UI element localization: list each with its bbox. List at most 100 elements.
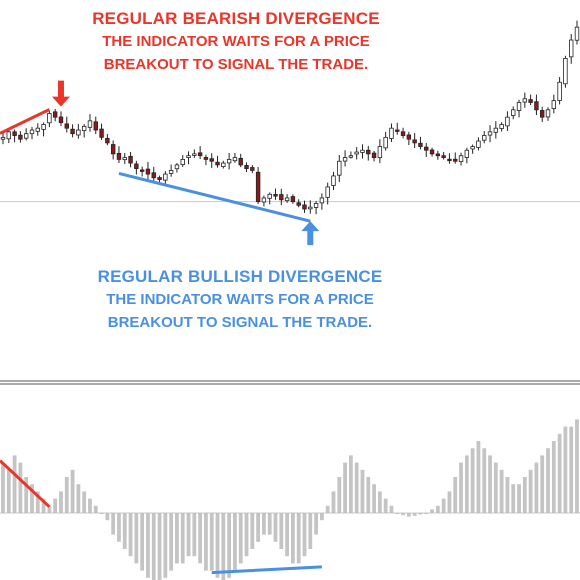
histogram-bar bbox=[279, 513, 284, 549]
candle-body-down bbox=[273, 194, 278, 197]
histogram-bar bbox=[383, 498, 388, 513]
candle-body-up bbox=[232, 157, 238, 162]
candle bbox=[250, 164, 255, 174]
histogram-bar bbox=[1, 462, 5, 513]
candle-body-down bbox=[534, 101, 539, 111]
candle bbox=[360, 144, 365, 159]
histogram-bar bbox=[430, 509, 434, 513]
candle-body-down bbox=[418, 142, 423, 147]
candle bbox=[569, 34, 574, 64]
histogram-bar bbox=[70, 469, 75, 513]
histogram-bar bbox=[24, 477, 29, 513]
candle-body-down bbox=[453, 158, 458, 162]
bearish-divergence-annotation: REGULAR BEARISH DIVERGENCE THE INDICATOR… bbox=[66, 9, 406, 75]
candle bbox=[180, 155, 185, 167]
histogram-bar bbox=[227, 513, 232, 578]
histogram-bar bbox=[453, 477, 458, 513]
candle bbox=[453, 152, 458, 164]
candle-body-down bbox=[157, 177, 162, 180]
candle-body-down bbox=[429, 149, 435, 155]
histogram-bar bbox=[157, 513, 162, 580]
price-divergence-lines bbox=[0, 108, 311, 223]
histogram-bar bbox=[134, 513, 139, 564]
histogram-bar bbox=[412, 513, 417, 516]
histogram-bar bbox=[59, 491, 63, 513]
candle-body-down bbox=[99, 128, 104, 138]
candle bbox=[522, 92, 528, 108]
oscillator-divergence-lines bbox=[0, 459, 322, 575]
histogram-bar bbox=[221, 513, 226, 580]
candle-body-up bbox=[522, 98, 528, 103]
candle bbox=[168, 164, 174, 177]
candle bbox=[70, 124, 75, 138]
histogram-bar bbox=[76, 484, 81, 513]
candle bbox=[105, 134, 110, 146]
bullish-divergence-title: REGULAR BULLISH DIVERGENCE bbox=[97, 267, 383, 286]
candle-body-down bbox=[400, 131, 406, 136]
histogram-bar bbox=[290, 513, 295, 564]
oscillator-histogram bbox=[1, 419, 579, 580]
candle bbox=[238, 153, 243, 168]
candle-body-up bbox=[81, 125, 87, 131]
candle-body-down bbox=[244, 165, 249, 169]
candle-body-down bbox=[64, 123, 69, 129]
candle-body-up bbox=[0, 136, 6, 140]
histogram-bar bbox=[163, 513, 168, 578]
candle bbox=[435, 150, 441, 160]
candle-body-up bbox=[383, 136, 388, 149]
candle-body-up bbox=[389, 127, 394, 139]
candle-body-down bbox=[110, 144, 116, 155]
candle bbox=[139, 166, 145, 177]
candle bbox=[557, 77, 562, 105]
candle-body-down bbox=[447, 158, 452, 162]
histogram-bar bbox=[395, 513, 400, 514]
candle-body-up bbox=[348, 155, 354, 158]
candle bbox=[348, 151, 354, 159]
candle bbox=[163, 171, 168, 185]
histogram-bar bbox=[273, 513, 278, 542]
histogram-bar bbox=[128, 513, 133, 557]
candle-body-down bbox=[395, 129, 400, 132]
candle bbox=[406, 131, 412, 146]
candle bbox=[197, 146, 203, 160]
histogram-bar bbox=[575, 419, 579, 513]
candle-body-up bbox=[319, 197, 325, 204]
candle bbox=[18, 131, 23, 143]
candle-body-down bbox=[58, 116, 64, 124]
price-panel bbox=[0, 20, 580, 246]
histogram-bar bbox=[522, 477, 527, 513]
candle-body-up bbox=[41, 124, 46, 130]
candle-body-up bbox=[476, 140, 481, 148]
candle bbox=[395, 122, 400, 135]
candle-body-up bbox=[342, 157, 348, 162]
candle-body-up bbox=[470, 146, 475, 150]
histogram-bar bbox=[511, 484, 516, 513]
candle bbox=[244, 162, 249, 173]
candle bbox=[0, 132, 6, 145]
candle bbox=[221, 160, 226, 169]
candle bbox=[540, 106, 545, 123]
histogram-bar bbox=[267, 513, 272, 535]
histogram-bar bbox=[441, 498, 446, 513]
candle-body-up bbox=[557, 81, 562, 101]
candle-body-down bbox=[302, 204, 307, 210]
candle-body-up bbox=[493, 127, 499, 133]
histogram-bar bbox=[41, 498, 46, 513]
candle-body-down bbox=[238, 157, 243, 166]
histogram-bar bbox=[186, 513, 191, 557]
oscillator-panel bbox=[0, 419, 580, 580]
histogram-bar bbox=[146, 513, 150, 578]
candle bbox=[52, 108, 58, 122]
histogram-bar bbox=[151, 513, 156, 580]
candle bbox=[116, 146, 122, 164]
histogram-bar bbox=[30, 484, 34, 513]
histogram-bar bbox=[348, 455, 353, 513]
candle bbox=[174, 163, 180, 173]
histogram-bar bbox=[325, 505, 330, 513]
histogram-bar bbox=[12, 455, 17, 513]
candle bbox=[203, 154, 209, 166]
candle bbox=[371, 150, 377, 162]
histogram-bar bbox=[192, 513, 197, 557]
histogram-bar bbox=[18, 462, 23, 513]
bullish-divergence-line-2: BREAKOUT TO SIGNAL THE TRADE. bbox=[107, 314, 373, 331]
